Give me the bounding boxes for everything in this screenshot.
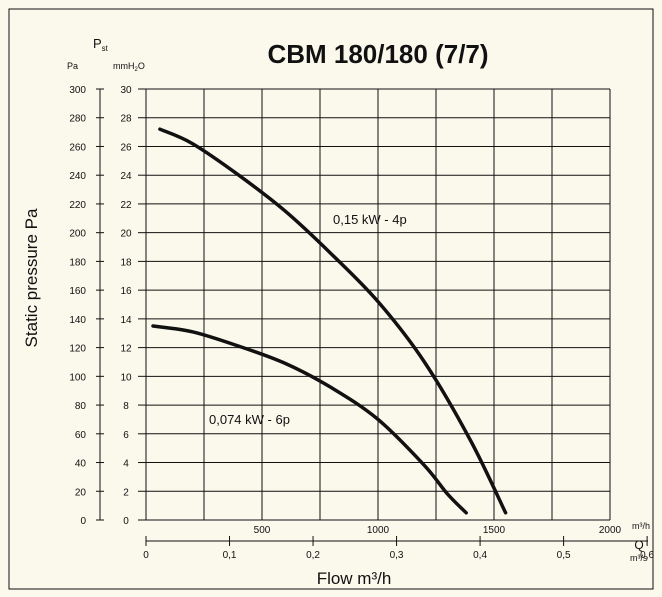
m3s-tick-label: 0,5 xyxy=(557,550,571,561)
pa-tick-label: 0 xyxy=(80,516,86,527)
mmh2o-tick-label: 14 xyxy=(120,315,132,326)
mmh2o-tick-label: 4 xyxy=(123,459,129,470)
chart-frame xyxy=(8,8,654,590)
series-line-6p xyxy=(151,324,468,515)
x-axis-title: Flow m³/h xyxy=(317,569,392,588)
mmh2o-tick-label: 20 xyxy=(120,229,132,240)
series-line-4p xyxy=(158,127,508,515)
y-axis-title: Static pressure Pa xyxy=(22,208,41,347)
pa-tick-label: 20 xyxy=(75,487,87,498)
pa-tick-label: 280 xyxy=(69,114,86,125)
pa-tick-label: 240 xyxy=(69,171,86,182)
pa-tick-label: 200 xyxy=(69,229,86,240)
pa-tick-label: 220 xyxy=(69,200,86,211)
unit-m3s-label: m³/s xyxy=(630,553,648,563)
m3s-tick-label: 0,1 xyxy=(223,550,237,561)
mmh2o-tick-label: 18 xyxy=(120,257,132,268)
y-axis: 0204060801001201401601802002202402602803… xyxy=(69,85,146,527)
mmh2o-unit-label: mmH2O xyxy=(113,61,145,73)
m3s-tick-label: 0 xyxy=(143,550,149,561)
pst-subscript: st xyxy=(102,44,109,53)
pa-tick-label: 100 xyxy=(69,372,86,383)
m3h-tick-label: 500 xyxy=(254,525,271,536)
mmh2o-tick-label: 28 xyxy=(120,114,132,125)
pa-tick-label: 180 xyxy=(69,257,86,268)
pa-tick-label: 120 xyxy=(69,344,86,355)
curve-labels: 0,15 kW - 4p 0,074 kW - 6p xyxy=(209,212,407,427)
pa-tick-label: 140 xyxy=(69,315,86,326)
m3s-tick-label: 0,3 xyxy=(390,550,404,561)
m3s-tick-label: 0,6 xyxy=(640,550,654,561)
pa-tick-label: 40 xyxy=(75,459,87,470)
mmh2o-tick-label: 2 xyxy=(123,487,129,498)
series-label-4p: 0,15 kW - 4p xyxy=(333,212,407,227)
pa-tick-label: 80 xyxy=(75,401,87,412)
mmh2o-tick-label: 8 xyxy=(123,401,129,412)
mmh2o-tick-label: 26 xyxy=(120,142,132,153)
series-label-6p: 0,074 kW - 6p xyxy=(209,412,290,427)
m3h-tick-label: 1500 xyxy=(483,525,506,536)
pa-tick-label: 160 xyxy=(69,286,86,297)
m3s-tick-label: 0,4 xyxy=(473,550,487,561)
mmh2o-tick-label: 16 xyxy=(120,286,132,297)
mmh2o-tick-label: 30 xyxy=(120,85,132,96)
pa-tick-label: 60 xyxy=(75,430,87,441)
q-label: Q xyxy=(634,538,643,552)
mmh2o-tail: O xyxy=(138,61,145,71)
pst-label: Pst xyxy=(93,36,109,53)
mmh2o-tick-label: 24 xyxy=(120,171,132,182)
mmh2o-subscript: 2 xyxy=(135,67,139,73)
mmh2o-tick-label: 6 xyxy=(123,430,129,441)
curves xyxy=(151,127,508,515)
pa-tick-label: 300 xyxy=(69,85,86,96)
mmh2o-tick-label: 10 xyxy=(120,372,132,383)
mmh2o-tick-label: 0 xyxy=(123,516,129,527)
m3s-tick-label: 0,2 xyxy=(306,550,320,561)
mmh2o-tick-label: 22 xyxy=(120,200,132,211)
mmh2o-tick-label: 12 xyxy=(120,344,132,355)
x-axis: 500 1000 1500 2000 0 0,1 0,2 0,3 0,4 0,5 0,6 xyxy=(143,525,654,561)
pa-unit-label: Pa xyxy=(67,61,78,71)
mmh2o-main: mmH xyxy=(113,61,135,71)
m3h-tick-label: 1000 xyxy=(367,525,390,536)
m3h-tick-label: 2000 xyxy=(599,525,622,536)
grid xyxy=(145,88,611,521)
pst-main: P xyxy=(93,36,102,51)
chart-title: CBM 180/180 (7/7) xyxy=(267,39,488,69)
pa-tick-label: 260 xyxy=(69,142,86,153)
unit-m3h-label: m³/h xyxy=(632,521,650,531)
